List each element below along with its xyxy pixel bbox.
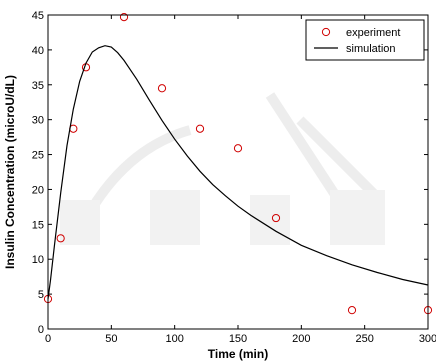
- data-point-experiment: [56, 234, 65, 243]
- legend-box: [305, 19, 425, 61]
- x-tick-label: 300: [419, 333, 436, 345]
- series-line-simulation: [47, 45, 429, 300]
- data-point-experiment: [347, 306, 357, 315]
- y-tick-label: 25: [32, 150, 44, 162]
- y-tick-label: 10: [32, 254, 44, 266]
- y-tick-label: 0: [38, 324, 44, 336]
- legend-label-simulation: simulation: [346, 43, 396, 55]
- y-tick-label: 40: [32, 45, 44, 57]
- data-point-experiment: [119, 12, 129, 22]
- data-point-experiment: [157, 84, 167, 93]
- x-tick-label: 250: [355, 333, 373, 345]
- data-point-experiment: [195, 124, 205, 133]
- y-tick-label: 5: [38, 289, 44, 301]
- data-point-experiment: [271, 213, 281, 223]
- x-axis-label: Time (min): [208, 347, 268, 361]
- x-tick-label: 100: [165, 333, 183, 345]
- y-axis-label: Insulin Concentration (microU/dL): [3, 75, 17, 269]
- axes-box: [47, 14, 429, 330]
- data-point-experiment: [233, 144, 243, 153]
- x-tick-label: 200: [292, 333, 310, 345]
- x-tick-label: 50: [105, 333, 117, 345]
- y-tick-label: 30: [32, 115, 44, 127]
- legend-swatch-experiment: [321, 27, 331, 37]
- x-tick-label: 150: [229, 333, 247, 345]
- y-tick-label: 15: [32, 219, 44, 231]
- plot-area: [48, 15, 428, 329]
- legend-label-experiment: experiment: [346, 27, 400, 39]
- y-tick-label: 45: [32, 10, 44, 22]
- y-tick-label: 20: [32, 184, 44, 196]
- y-tick-label: 35: [32, 80, 44, 92]
- x-tick-label: 0: [45, 333, 51, 345]
